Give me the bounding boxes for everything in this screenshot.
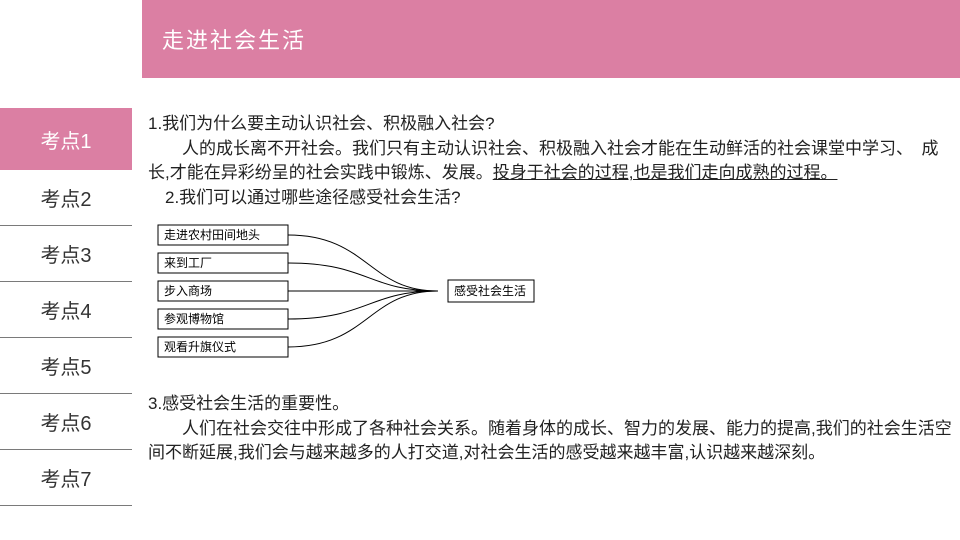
svg-text:来到工厂: 来到工厂: [164, 256, 212, 270]
answer-3: 人们在社会交往中形成了各种社会关系。随着身体的成长、智力的发展、能力的提高,我们…: [148, 417, 952, 466]
tab-kaodian6[interactable]: 考点6: [0, 394, 132, 450]
tab-kaodian4[interactable]: 考点4: [0, 282, 132, 338]
tab-kaodian5[interactable]: 考点5: [0, 338, 132, 394]
svg-text:感受社会生活: 感受社会生活: [454, 283, 526, 298]
tab-label: 考点6: [40, 407, 91, 436]
tab-kaodian2[interactable]: 考点2: [0, 170, 132, 226]
svg-text:观看升旗仪式: 观看升旗仪式: [164, 339, 236, 354]
content-area: 1.我们为什么要主动认识社会、积极融入社会? 人的成长离不开社会。我们只有主动认…: [148, 112, 952, 532]
svg-text:参观博物馆: 参观博物馆: [164, 311, 224, 326]
diagram-left-boxes: 走进农村田间地头 来到工厂 步入商场 参观博物馆 观看升旗仪式: [158, 225, 288, 357]
answer-1-underline: 投身于社会的过程,也是我们走向成熟的过程。: [493, 163, 838, 182]
tab-label: 考点7: [40, 463, 91, 492]
page-header: 走进社会生活: [142, 0, 960, 78]
tab-label: 考点2: [40, 183, 91, 212]
answer-1: 人的成长离不开社会。我们只有主动认识社会、积极融入社会才能在生动鲜活的社会课堂中…: [148, 137, 952, 186]
tab-label: 考点1: [40, 125, 91, 154]
svg-text:步入商场: 步入商场: [164, 283, 212, 298]
diagram-right-box: 感受社会生活: [448, 280, 534, 302]
page-title: 走进社会生活: [162, 23, 306, 55]
sidebar-tabs: 考点1 考点2 考点3 考点4 考点5 考点6 考点7: [0, 108, 132, 506]
svg-text:走进农村田间地头: 走进农村田间地头: [164, 228, 260, 242]
question-3: 3.感受社会生活的重要性。: [148, 392, 952, 417]
tab-kaodian1[interactable]: 考点1: [0, 108, 132, 170]
question-1: 1.我们为什么要主动认识社会、积极融入社会?: [148, 112, 952, 137]
tab-label: 考点4: [40, 295, 91, 324]
pathway-diagram: 走进农村田间地头 来到工厂 步入商场 参观博物馆 观看升旗仪式 感受社会生活: [148, 221, 568, 371]
question-2: 2.我们可以通过哪些途径感受社会生活?: [148, 186, 952, 211]
tab-label: 考点3: [40, 239, 91, 268]
tab-label: 考点5: [40, 351, 91, 380]
diagram-connectors: [288, 235, 438, 347]
tab-kaodian3[interactable]: 考点3: [0, 226, 132, 282]
tab-kaodian7[interactable]: 考点7: [0, 450, 132, 506]
